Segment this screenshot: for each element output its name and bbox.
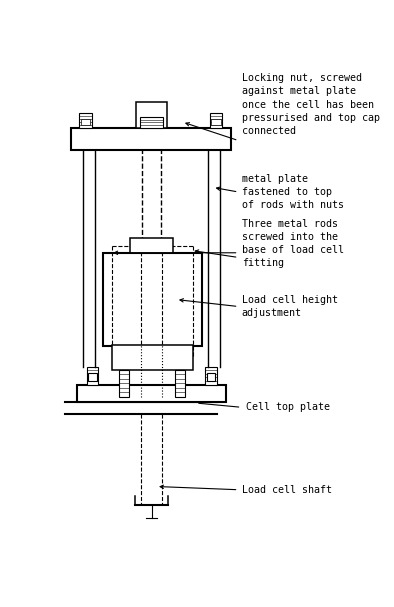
Text: Three metal rods
screwed into the
base of load cell
fitting: Three metal rods screwed into the base o… bbox=[242, 219, 344, 268]
Bar bbox=[119, 370, 129, 397]
Bar bbox=[136, 102, 167, 127]
Bar bbox=[175, 370, 185, 397]
Bar bbox=[210, 112, 222, 127]
Text: Load cell height
adjustment: Load cell height adjustment bbox=[242, 295, 338, 318]
Bar bbox=[88, 373, 97, 381]
Text: Load cell shaft: Load cell shaft bbox=[242, 485, 332, 495]
Bar bbox=[206, 373, 215, 381]
Text: metal plate
fastened to top
of rods with nuts: metal plate fastened to top of rods with… bbox=[242, 174, 344, 210]
Bar bbox=[112, 345, 193, 370]
Bar bbox=[87, 367, 98, 385]
Bar bbox=[77, 385, 226, 402]
Bar bbox=[71, 127, 231, 150]
Bar bbox=[211, 118, 221, 124]
Text: Locking nut, screwed
against metal plate
once the cell has been
pressurised and : Locking nut, screwed against metal plate… bbox=[242, 73, 380, 136]
Bar bbox=[140, 117, 163, 127]
Bar bbox=[130, 238, 173, 253]
Text: Cell top plate: Cell top plate bbox=[246, 402, 330, 412]
Bar bbox=[81, 118, 91, 124]
Bar bbox=[205, 367, 217, 385]
Bar bbox=[79, 112, 92, 127]
Bar bbox=[103, 253, 202, 346]
